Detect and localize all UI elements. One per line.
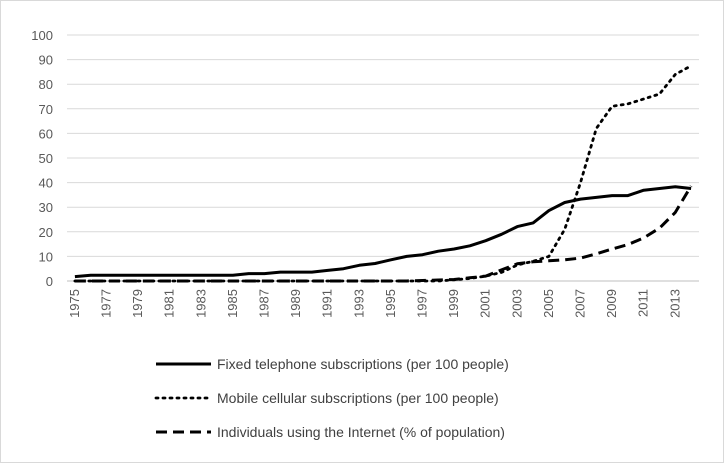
y-tick-label: 40 xyxy=(39,176,53,191)
x-tick-label: 2011 xyxy=(636,289,651,317)
x-tick-label: 1979 xyxy=(130,289,145,318)
x-tick-label: 2009 xyxy=(604,289,619,318)
x-tick-label: 1999 xyxy=(446,289,461,318)
y-tick-label: 100 xyxy=(31,28,53,43)
x-tick-label: 1981 xyxy=(162,289,177,318)
x-tick-label: 2003 xyxy=(509,289,524,318)
series-lines xyxy=(73,64,693,283)
x-tick-label: 2007 xyxy=(573,289,588,318)
series-line-solid xyxy=(74,185,692,279)
y-tick-label: 30 xyxy=(39,200,53,215)
series-line-dotted xyxy=(73,64,693,283)
y-tick-label: 10 xyxy=(39,249,53,264)
x-tick-label: 1993 xyxy=(351,289,366,318)
series-line-dashed xyxy=(74,185,693,283)
x-tick-label: 2013 xyxy=(667,289,682,318)
x-axis-ticks: 1975 1977 1979 1981 1983 1985 1987 1989 1991 1993… xyxy=(67,289,682,318)
legend-label: Individuals using the Internet (% of pop… xyxy=(217,424,505,440)
x-tick-label: 2001 xyxy=(478,289,493,318)
legend: Fixed telephone subscriptions (per 100 p… xyxy=(154,356,509,440)
y-tick-label: 70 xyxy=(39,102,53,117)
x-tick-label: 1983 xyxy=(193,289,208,318)
x-tick-label: 2005 xyxy=(541,289,556,318)
x-tick-label: 1997 xyxy=(415,289,430,318)
y-axis-ticks: 0 10 20 30 40 50 60 70 80 90 100 xyxy=(31,28,53,289)
legend-label: Fixed telephone subscriptions (per 100 p… xyxy=(217,356,509,372)
y-tick-label: 90 xyxy=(39,53,53,68)
x-tick-label: 1991 xyxy=(320,289,335,318)
y-tick-label: 50 xyxy=(39,151,53,166)
y-tick-label: 20 xyxy=(39,225,53,240)
gridlines xyxy=(67,34,699,282)
y-tick-label: 60 xyxy=(39,126,53,141)
y-tick-label: 0 xyxy=(46,274,53,289)
x-tick-label: 1985 xyxy=(225,289,240,318)
x-tick-label: 1989 xyxy=(288,289,303,318)
x-tick-label: 1977 xyxy=(99,289,114,318)
legend-label: Mobile cellular subscriptions (per 100 p… xyxy=(217,390,499,406)
x-tick-label: 1975 xyxy=(67,289,82,318)
x-tick-label: 1995 xyxy=(383,289,398,318)
y-tick-label: 80 xyxy=(39,77,53,92)
x-tick-label: 1987 xyxy=(257,289,272,318)
